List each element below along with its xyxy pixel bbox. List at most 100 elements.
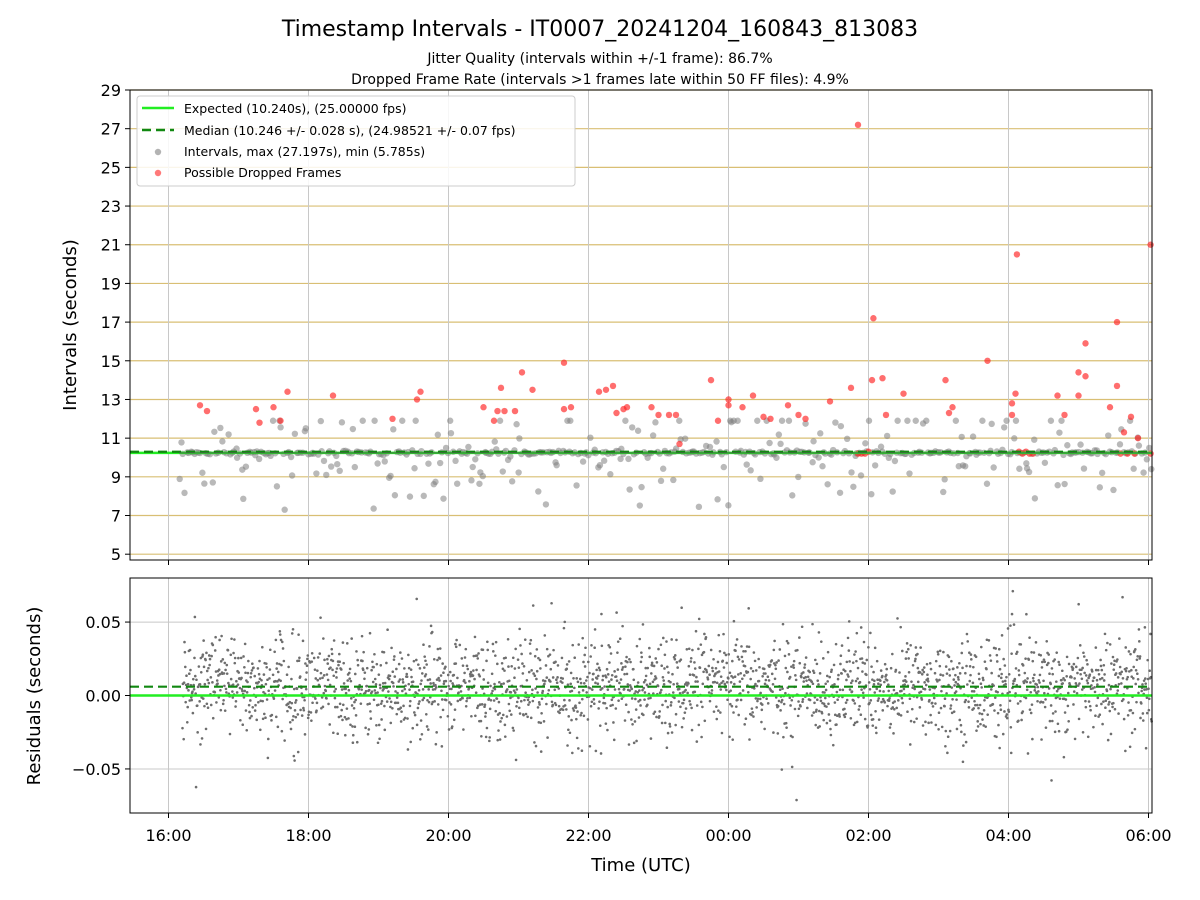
residual-point [532,672,535,675]
residual-point [266,737,270,741]
residual-point [1050,667,1054,670]
dropped-frame-point [1061,411,1068,419]
residual-point [1021,664,1025,667]
residual-point [888,726,892,729]
residual-point [632,678,636,682]
residual-point [204,727,208,731]
residual-point [770,672,774,676]
interval-point [747,467,754,474]
residual-point [831,743,835,747]
interval-point [904,417,911,424]
residual-point [292,714,295,718]
residual-point [835,723,838,726]
residual-point [1055,680,1058,683]
residual-point [658,715,661,718]
residual-point [249,699,252,702]
residual-point [392,685,395,688]
residual-point [222,698,225,702]
residual-point [393,655,396,658]
residual-point [221,658,225,661]
residual-point [276,725,280,729]
residual-point [589,704,593,708]
residual-point [1095,678,1099,682]
residual-point [1096,683,1099,686]
dropped-frame-point [1113,318,1121,326]
dropped-frame-point [1008,400,1016,407]
residual-point [590,644,593,647]
residual-point [781,687,784,690]
residual-point [345,707,349,710]
residual-point [828,675,831,679]
x-tick-label: 04:00 [985,826,1031,845]
residual-point [971,681,975,685]
residual-point [985,638,989,642]
residual-point [440,689,443,693]
residual-point [852,699,855,702]
interval-point [1054,482,1061,489]
residual-point [582,660,585,664]
residual-point [1051,672,1055,676]
residual-point [596,674,600,678]
residual-point [597,707,600,710]
residual-point [420,672,424,675]
residual-point [785,726,788,729]
residual-point [1143,677,1147,680]
residual-point [900,649,904,653]
residual-point [928,688,932,691]
residual-point [656,684,660,688]
residual-point [1024,657,1027,660]
residual-point [695,675,698,679]
residual-point [478,703,482,706]
residual-point [316,669,319,672]
interval-point [714,496,721,503]
residual-point [979,722,982,726]
residual-point [693,661,696,664]
residual-point [819,699,823,703]
residual-point [383,728,387,732]
residual-point [1132,665,1136,669]
residual-point [919,646,922,649]
residual-point [298,656,301,660]
residual-point [741,689,745,692]
residual-point [1070,676,1073,679]
residual-point [885,673,888,677]
residual-point [952,678,956,681]
dropped-frame-point [648,404,655,411]
residual-point [633,720,637,723]
residual-point [646,666,650,670]
residual-point [966,640,970,643]
residual-point [1011,682,1015,685]
residual-point [1147,708,1151,712]
residual-point [713,680,717,684]
residual-point [1064,698,1068,701]
interval-point [1003,417,1010,424]
residual-point [288,720,292,724]
residual-point [420,732,424,736]
residual-point [858,680,862,684]
residual-point [929,713,932,717]
residual-point [715,681,719,685]
residual-point [528,642,532,645]
residual-point [681,701,685,705]
residual-point [507,679,511,683]
residual-point [814,723,818,727]
residual-point [500,682,503,686]
residual-point [1076,656,1080,660]
residual-point [792,663,795,667]
residual-point [906,710,909,714]
residual-point [1111,705,1114,709]
residual-point [608,661,611,664]
residual-point [1014,692,1017,695]
residual-point [255,718,259,722]
residual-point [535,648,539,651]
residual-point [1086,663,1089,666]
residual-point [1091,687,1094,690]
residual-point [902,687,906,691]
residual-point [677,700,681,703]
interval-point [381,458,388,465]
residual-point [740,677,744,681]
residual-point [577,643,581,646]
residual-point [214,635,217,639]
residual-point [268,677,271,680]
residual-point [644,674,648,678]
